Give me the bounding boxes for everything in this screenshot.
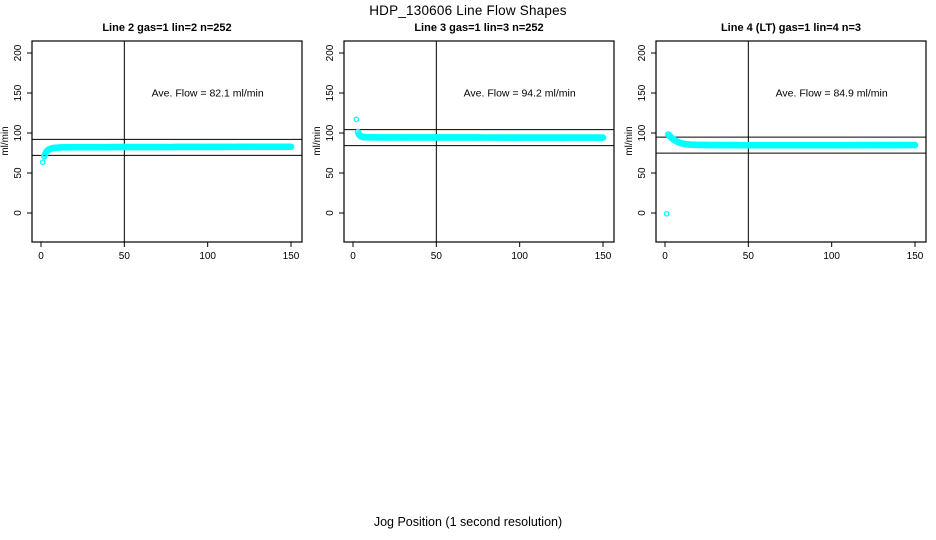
x-tick-label: 50: [743, 251, 755, 262]
y-tick-label: 100: [325, 124, 336, 141]
outlier-point: [353, 116, 360, 123]
x-tick-label: 50: [431, 251, 443, 262]
x-tick-label: 150: [283, 251, 300, 262]
y-tick-label: 50: [13, 167, 24, 179]
y-tick-label: 0: [13, 210, 24, 216]
panel-title: Line 3 gas=1 lin=3 n=252: [414, 22, 543, 34]
y-tick-label: 200: [325, 44, 336, 61]
panel-title: Line 4 (LT) gas=1 lin=4 n=3: [721, 22, 861, 34]
y-tick-label: 150: [13, 84, 24, 101]
plot-box: [655, 40, 927, 243]
x-tick-label: 0: [350, 251, 356, 262]
ave-flow-annotation: Ave. Flow = 84.9 ml/min: [776, 88, 888, 100]
plot-box: [343, 40, 615, 243]
y-tick-label: 150: [637, 84, 648, 101]
x-tick-label: 50: [119, 251, 131, 262]
outlier-point: [39, 159, 46, 166]
panel-line-4: Line 4 (LT) gas=1 lin=4 n=3 Ave. Flow = 8…: [624, 22, 927, 262]
y-axis-unit-label: ml/min: [0, 126, 11, 155]
ave-flow-annotation: Ave. Flow = 94.2 ml/min: [464, 88, 576, 100]
panel-title: Line 2 gas=1 lin=2 n=252: [102, 22, 231, 34]
y-tick-label: 0: [637, 210, 648, 216]
flow-data-points: [353, 116, 607, 141]
panel-line-2: Line 2 gas=1 lin=2 n=252 Ave. Flow = 82.1…: [0, 22, 303, 262]
x-tick-label: 100: [511, 251, 528, 262]
plot-box: [31, 40, 303, 243]
panel-line-3: Line 3 gas=1 lin=3 n=252 Ave. Flow = 94.2…: [312, 22, 615, 262]
y-tick-label: 50: [637, 167, 648, 179]
figure-title: HDP_130606 Line Flow Shapes: [369, 3, 567, 18]
x-tick-label: 0: [662, 251, 668, 262]
x-tick-label: 100: [823, 251, 840, 262]
y-tick-label: 100: [13, 124, 24, 141]
y-axis-unit-label: ml/min: [624, 126, 635, 155]
y-tick-label: 200: [13, 44, 24, 61]
outlier-point: [663, 210, 670, 217]
x-tick-label: 0: [38, 251, 44, 262]
y-axis-unit-label: ml/min: [312, 126, 323, 155]
y-tick-label: 50: [325, 167, 336, 179]
y-tick-label: 200: [637, 44, 648, 61]
ave-flow-annotation: Ave. Flow = 82.1 ml/min: [152, 88, 264, 100]
y-tick-label: 0: [325, 210, 336, 216]
y-tick-label: 150: [325, 84, 336, 101]
flow-data-points: [663, 131, 919, 217]
x-tick-label: 150: [595, 251, 612, 262]
x-axis-label: Jog Position (1 second resolution): [373, 515, 563, 529]
flow-data-points: [39, 143, 295, 166]
y-tick-label: 100: [637, 124, 648, 141]
x-tick-label: 150: [907, 251, 924, 262]
x-tick-label: 100: [199, 251, 216, 262]
